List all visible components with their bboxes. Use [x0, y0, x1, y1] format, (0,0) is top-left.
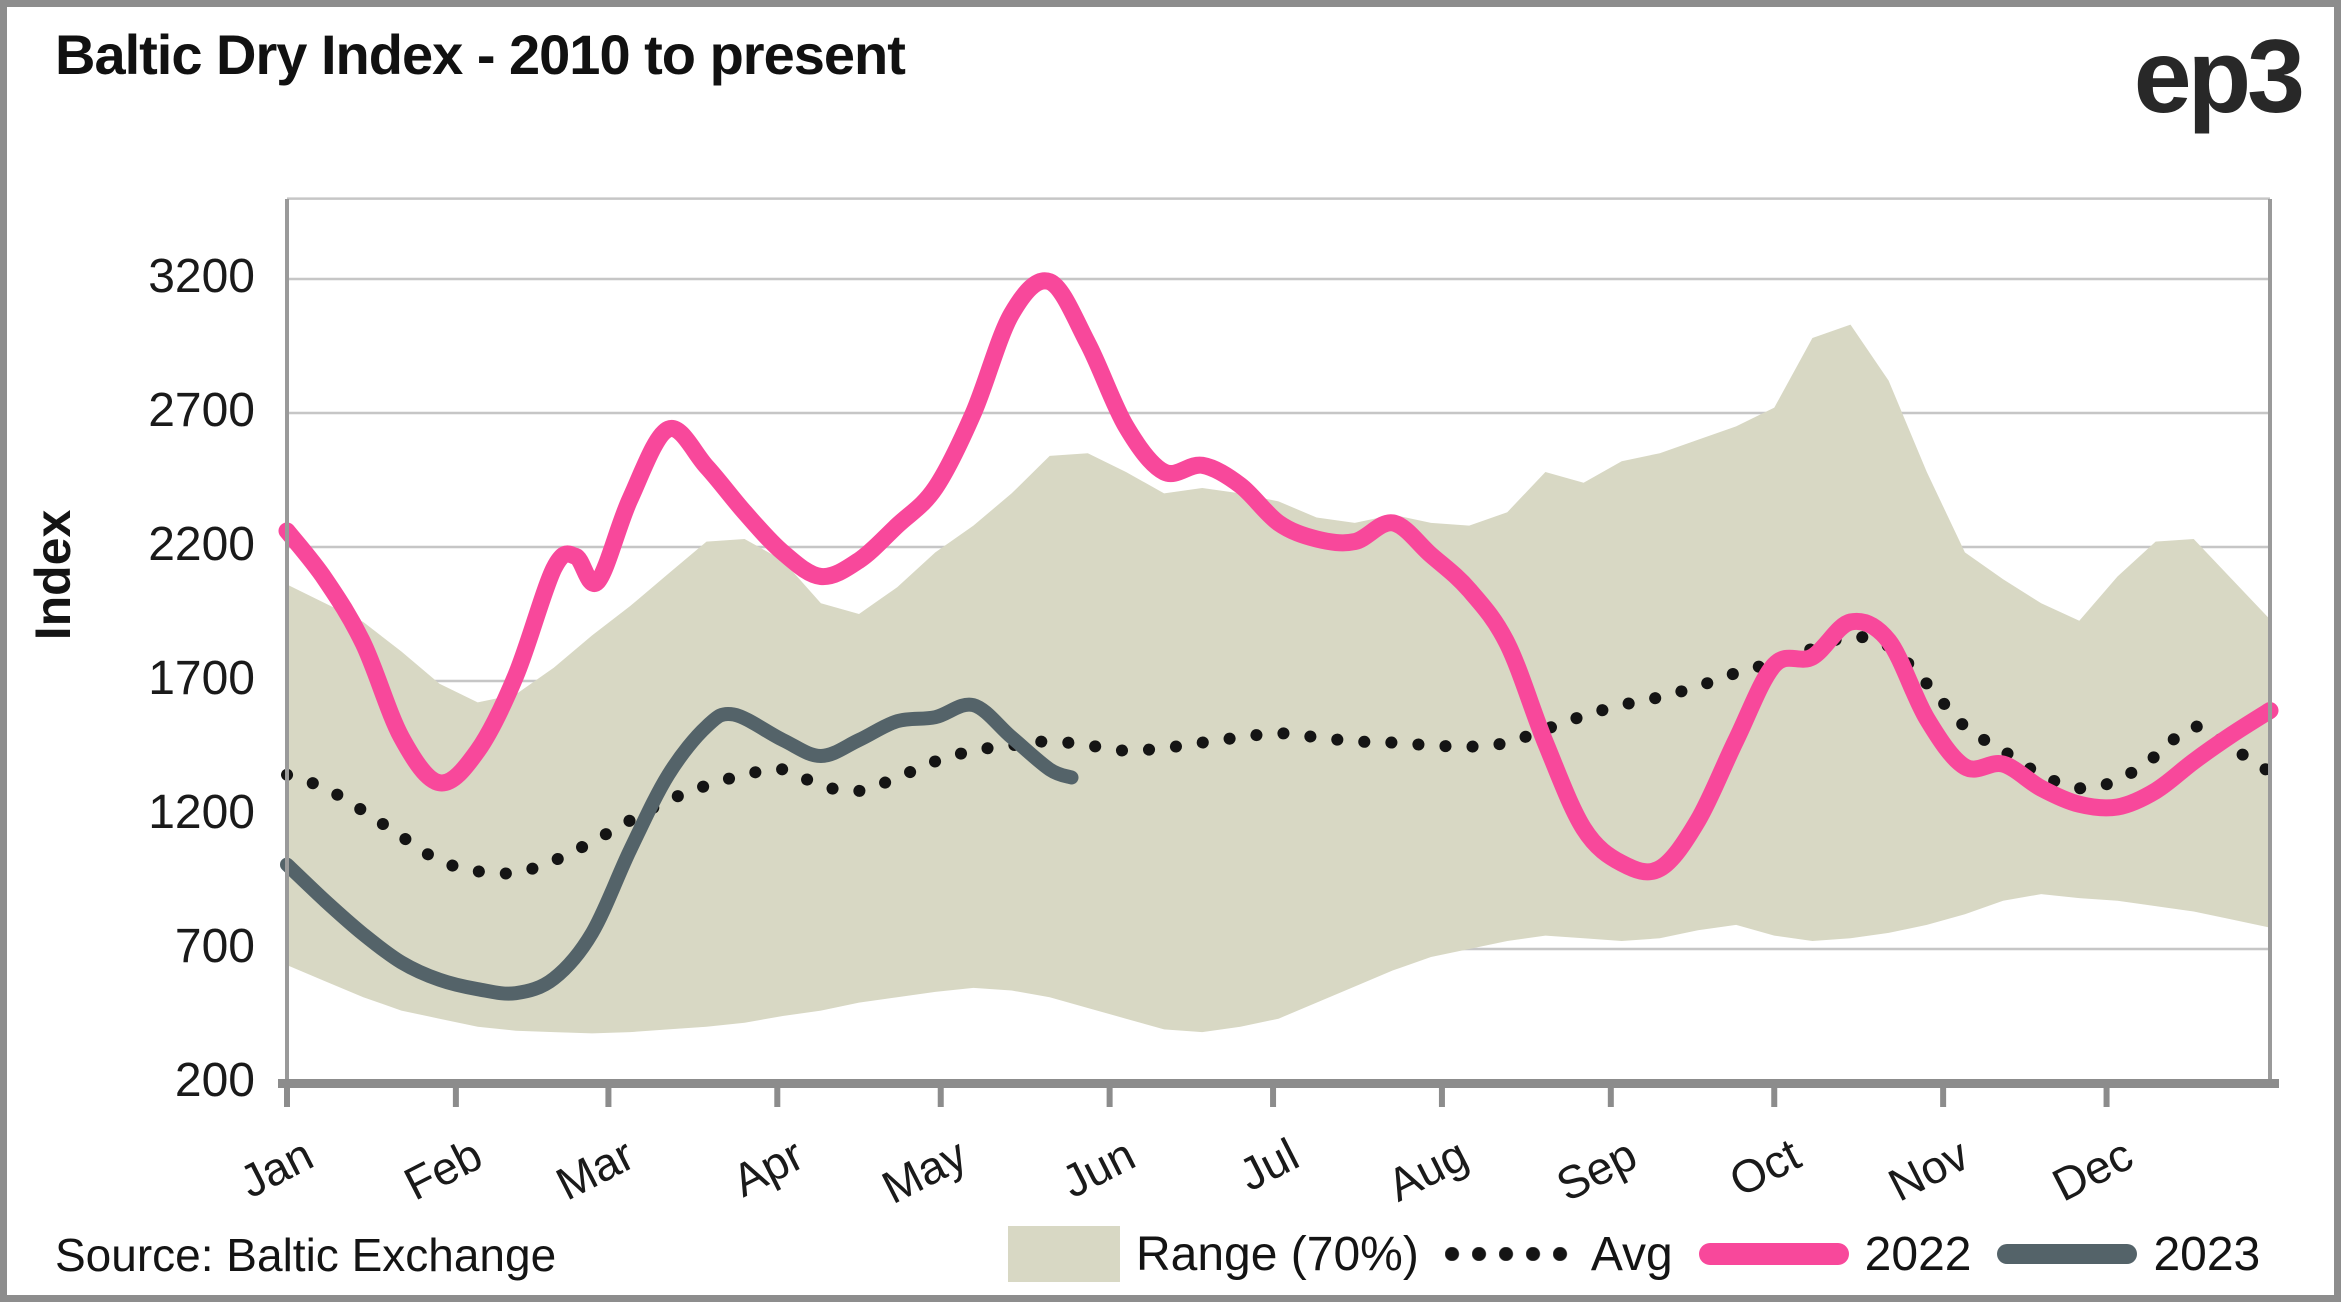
y-tick-label: 1700 — [148, 652, 255, 705]
line-2023-swatch-icon — [1997, 1244, 2138, 1264]
y-tick-label: 2700 — [148, 384, 255, 437]
legend-item-2022: 2022 — [1698, 1227, 1972, 1282]
legend-label-avg: Avg — [1590, 1227, 1673, 1281]
legend-item-range: Range (70%) — [1008, 1226, 1419, 1282]
legend-item-2023: 2023 — [1997, 1227, 2260, 1282]
y-tick-label: 3200 — [148, 250, 255, 303]
y-tick-label: 1200 — [148, 786, 255, 839]
y-tick-label: 2200 — [148, 518, 255, 571]
legend: Range (70%) Avg 2022 2023 — [1008, 1226, 2260, 1282]
y-tick-label: 700 — [174, 920, 255, 973]
legend-label-2022: 2022 — [1864, 1227, 1972, 1281]
y-tick-label: 200 — [174, 1054, 255, 1107]
avg-dotted-swatch-icon — [1444, 1247, 1575, 1261]
page-title: Baltic Dry Index - 2010 to present — [55, 23, 906, 86]
legend-item-avg: Avg — [1444, 1227, 1673, 1282]
line-2022-swatch-icon — [1698, 1243, 1849, 1265]
legend-label-range: Range (70%) — [1136, 1227, 1419, 1281]
legend-label-2023: 2023 — [2153, 1227, 2261, 1281]
source-note: Source: Baltic Exchange — [55, 1229, 557, 1281]
range-band-swatch-icon — [1008, 1226, 1120, 1282]
ep3-logo: ep3 — [2133, 19, 2305, 135]
